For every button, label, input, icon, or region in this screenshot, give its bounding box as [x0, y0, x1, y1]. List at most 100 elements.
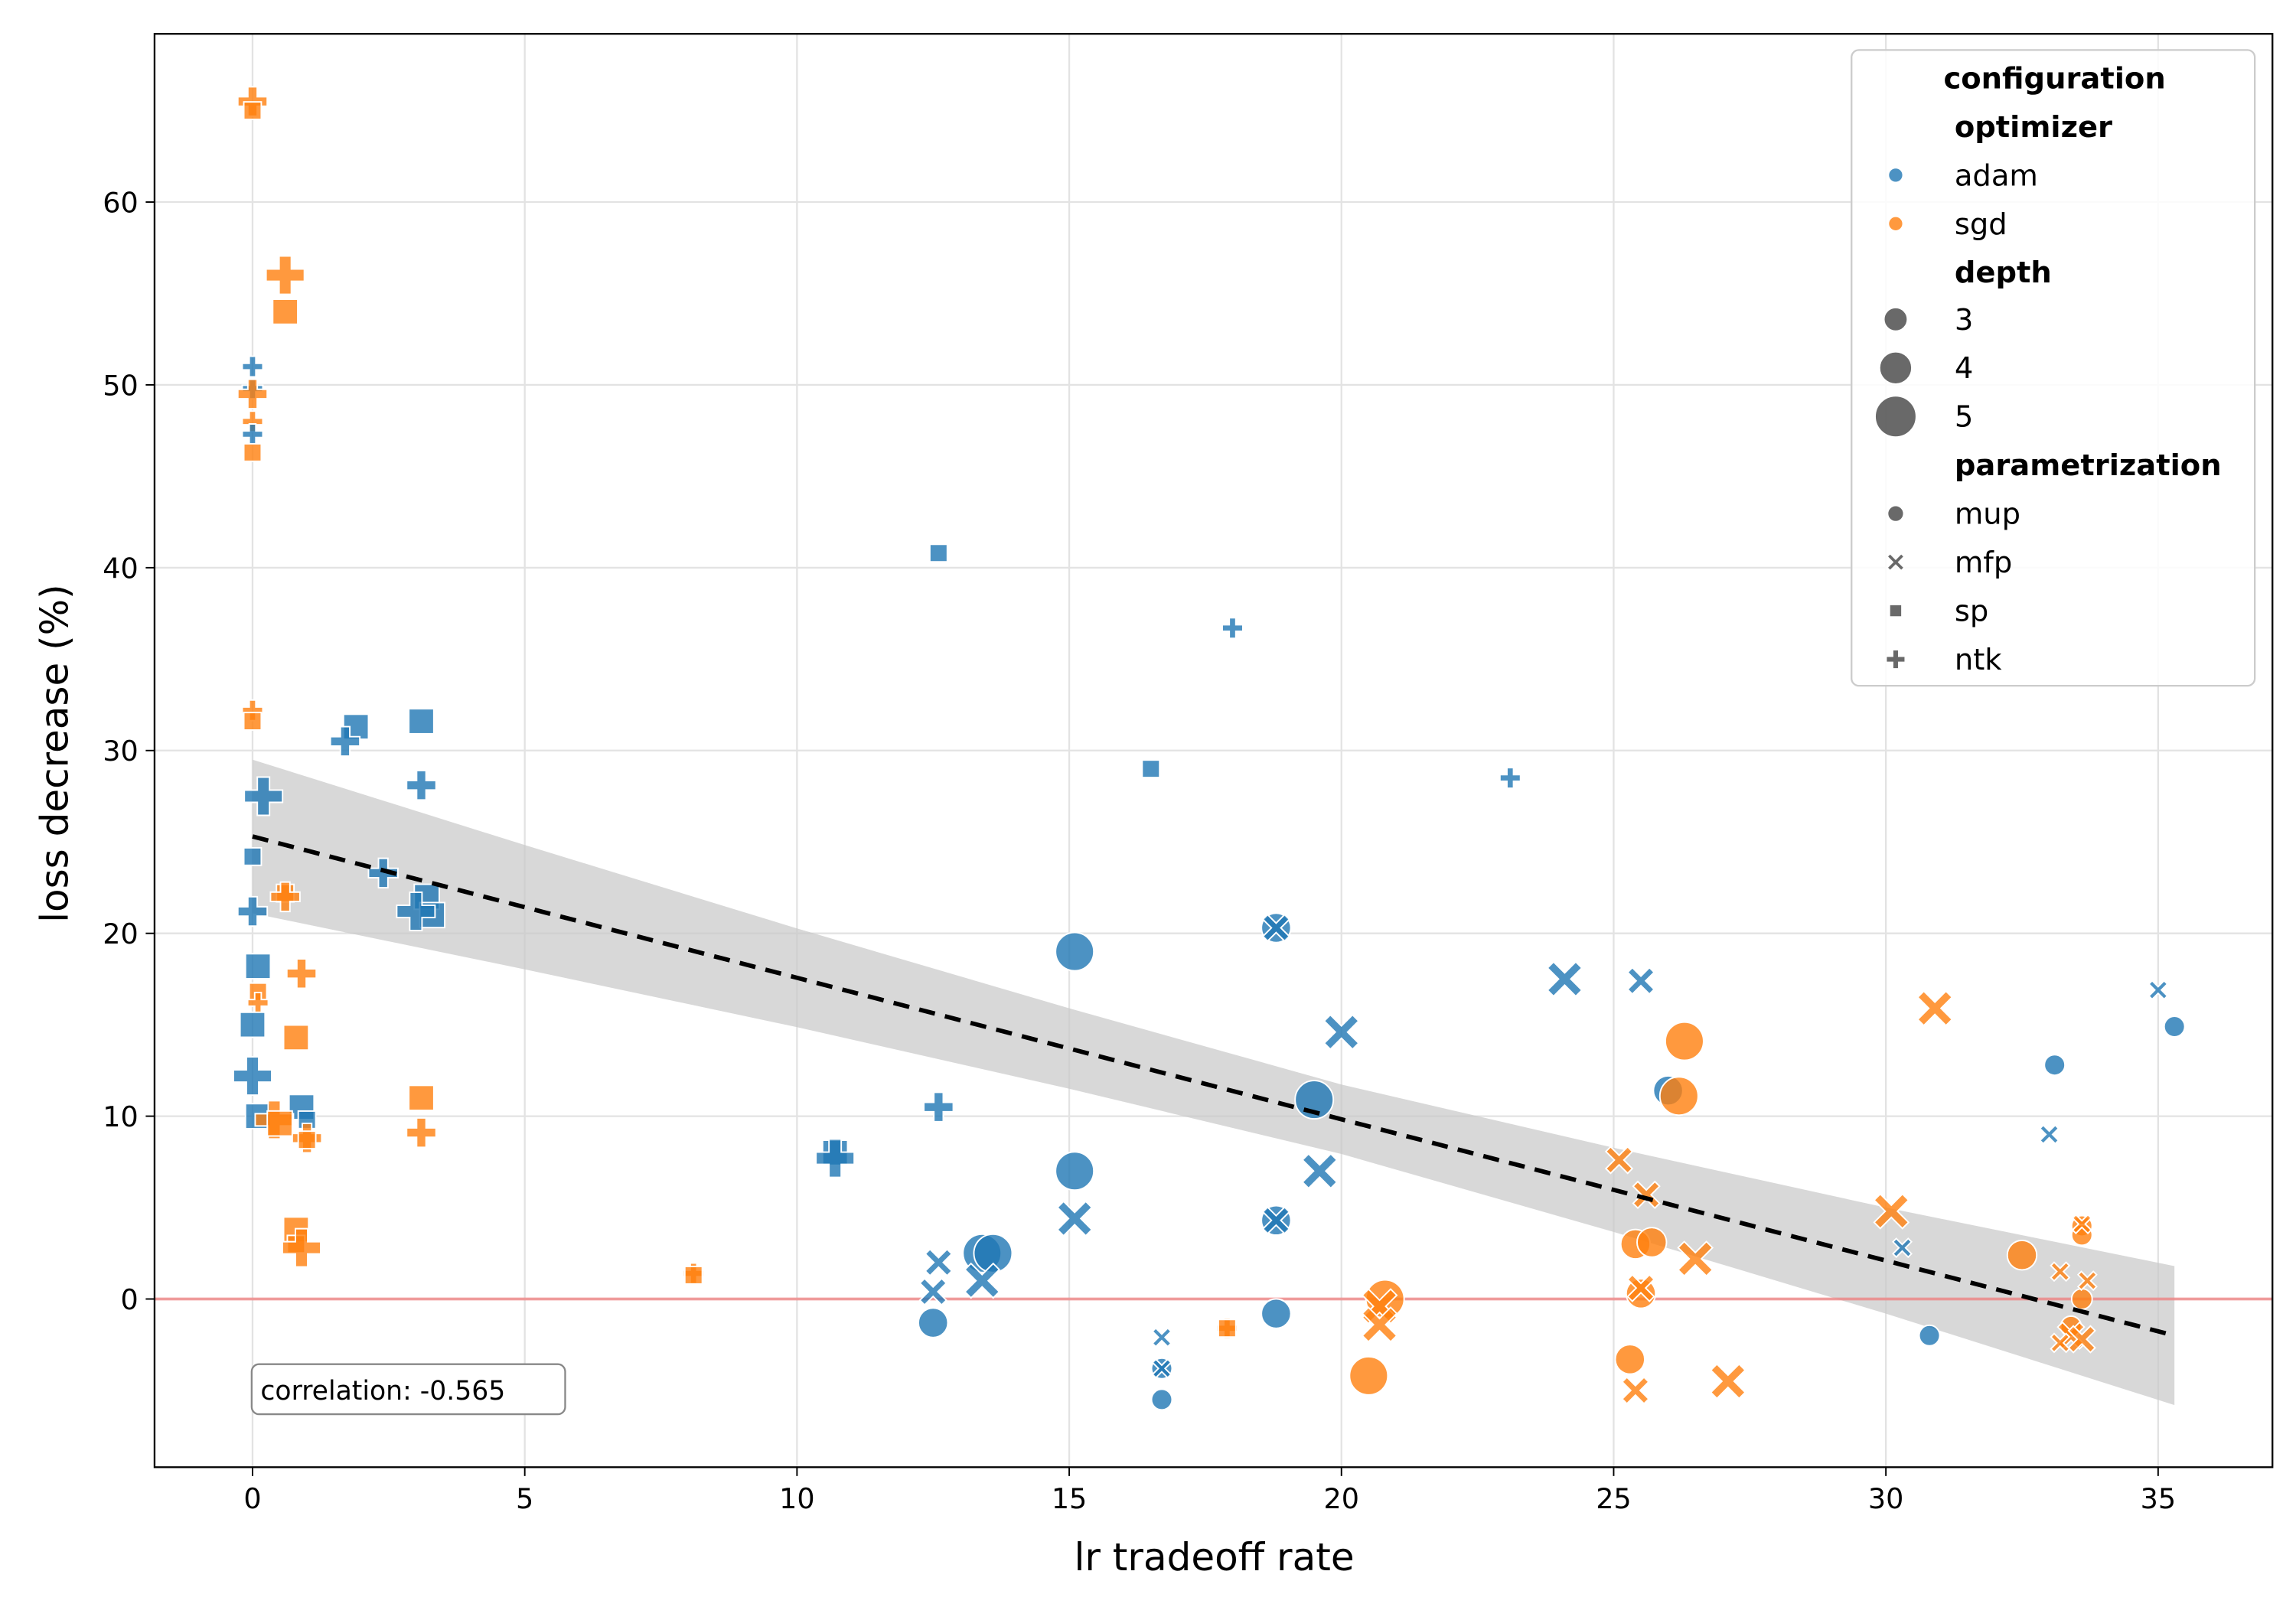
point-sgd-mup	[1614, 1344, 1645, 1375]
point-adam-sp	[243, 846, 263, 866]
point-sgd-sp	[243, 712, 263, 731]
point-sgd-mup	[2070, 1288, 2093, 1310]
point-adam-ntk	[923, 1091, 954, 1123]
point-adam-ntk	[243, 776, 284, 817]
point-sgd-mup	[1349, 1355, 1389, 1396]
point-sgd-mup	[1658, 1076, 1699, 1116]
legend-mup-label: mup	[1955, 497, 2020, 532]
point-adam-ntk	[329, 725, 361, 758]
point-adam-mfp	[1151, 1358, 1172, 1379]
legend-depth-5-marker	[1874, 395, 1917, 438]
data-points	[233, 86, 2186, 1411]
point-sgd-ntk	[265, 255, 305, 295]
point-sgd-mfp	[2050, 1332, 2071, 1354]
point-sgd-sp	[408, 1084, 435, 1112]
legend-ntk-label: ntk	[1955, 643, 2002, 677]
point-adam-ntk	[236, 895, 269, 927]
point-sgd-sp	[243, 101, 263, 120]
point-adam-mfp	[1626, 966, 1655, 996]
point-sgd-mfp	[2076, 1270, 2098, 1292]
point-adam-mup	[1055, 1151, 1095, 1191]
point-adam-mup	[2163, 1015, 2186, 1038]
regression-fit	[252, 834, 2175, 1338]
point-adam-mfp	[2039, 1124, 2060, 1145]
point-adam-mup	[918, 1307, 949, 1338]
regression-line	[252, 834, 2175, 1338]
point-adam-ntk	[1221, 617, 1244, 640]
point-sgd-ntk	[236, 378, 269, 410]
point-sgd-mfp	[1632, 1180, 1661, 1209]
x-tick-label: 35	[2141, 1482, 2176, 1515]
point-adam-mup	[1261, 1298, 1292, 1329]
legend-title: configuration	[1943, 61, 2165, 96]
point-sgd-mup	[1664, 1021, 1704, 1061]
point-adam-ntk	[241, 423, 264, 445]
correlation-annotation: correlation: -0.565	[250, 1363, 566, 1416]
legend-depth-title: depth	[1955, 256, 2052, 290]
confidence-band	[252, 759, 2175, 1406]
point-adam-mfp	[924, 1248, 953, 1277]
legend-depth-4-marker	[1878, 350, 1913, 385]
point-sgd-mfp	[2050, 1261, 2071, 1283]
legend-sgd-label: sgd	[1955, 207, 2007, 242]
point-adam-mfp	[1261, 1206, 1291, 1235]
y-tick-label: 30	[103, 735, 138, 768]
y-tick-label: 60	[103, 186, 138, 219]
point-sgd-sp	[243, 442, 263, 462]
point-adam-mup	[1918, 1324, 1941, 1347]
point-sgd-mfp	[1873, 1192, 1910, 1230]
point-adam-sp	[408, 708, 435, 735]
point-adam-ntk	[1499, 767, 1521, 790]
point-sgd-sp	[1217, 1319, 1237, 1338]
ci-band	[252, 759, 2175, 1406]
point-adam-mfp	[918, 1277, 947, 1306]
legend-depth-5-label: 5	[1955, 400, 1973, 435]
x-tick-label: 0	[243, 1482, 261, 1515]
point-sgd-mfp	[1916, 989, 1954, 1027]
point-adam-mfp	[1546, 960, 1583, 998]
point-adam-mup	[1055, 931, 1095, 972]
y-tick-label: 40	[103, 552, 138, 585]
point-sgd-mup	[1636, 1227, 1668, 1258]
legend-sp-marker	[1888, 603, 1903, 618]
x-tick-label: 10	[779, 1482, 814, 1515]
point-sgd-mfp	[2071, 1214, 2092, 1235]
point-adam-sp	[239, 1011, 266, 1038]
point-adam-mfp	[1301, 1152, 1339, 1190]
point-sgd-sp	[282, 1024, 310, 1051]
legend-param-title: parametrization	[1955, 448, 2222, 483]
y-tick-label: 50	[103, 369, 138, 402]
legend-depth-3-marker	[1883, 306, 1909, 332]
point-sgd-mfp	[1621, 1376, 1650, 1405]
legend-mup-marker	[1887, 504, 1905, 523]
point-adam-mup	[1150, 1388, 1173, 1411]
point-adam-mfp	[1892, 1237, 1913, 1259]
point-sgd-ntk	[269, 881, 301, 913]
legend-optimizer-title: optimizer	[1955, 110, 2112, 145]
x-tick-label: 25	[1596, 1482, 1631, 1515]
point-adam-mfp	[1056, 1200, 1094, 1237]
point-sgd-ntk	[406, 1116, 437, 1149]
point-sgd-mfp	[1361, 1306, 1398, 1343]
legend-mfp-label: mfp	[1955, 546, 2012, 580]
legend-sp-label: sp	[1955, 595, 1988, 629]
point-adam-sp	[1141, 759, 1161, 779]
y-tick-label: 0	[121, 1283, 139, 1316]
legend: configuration optimizer adam sgd depth 3…	[1851, 49, 2256, 687]
point-adam-ntk	[241, 355, 264, 378]
x-tick-label: 5	[516, 1482, 533, 1515]
point-adam-ntk	[815, 1138, 856, 1178]
point-adam-mfp	[964, 1262, 1001, 1299]
point-adam-mfp	[1151, 1327, 1172, 1348]
x-tick-label: 20	[1324, 1482, 1359, 1515]
point-sgd-mfp	[1626, 1273, 1655, 1302]
legend-adam-label: adam	[1955, 158, 2038, 193]
point-sgd-mfp	[1677, 1240, 1714, 1277]
point-sgd-sp	[297, 1130, 317, 1150]
point-adam-mfp	[2148, 980, 2169, 1001]
point-sgd-mfp	[1604, 1146, 1634, 1175]
y-tick-label: 20	[103, 918, 138, 950]
legend-mfp-marker	[1886, 553, 1906, 572]
